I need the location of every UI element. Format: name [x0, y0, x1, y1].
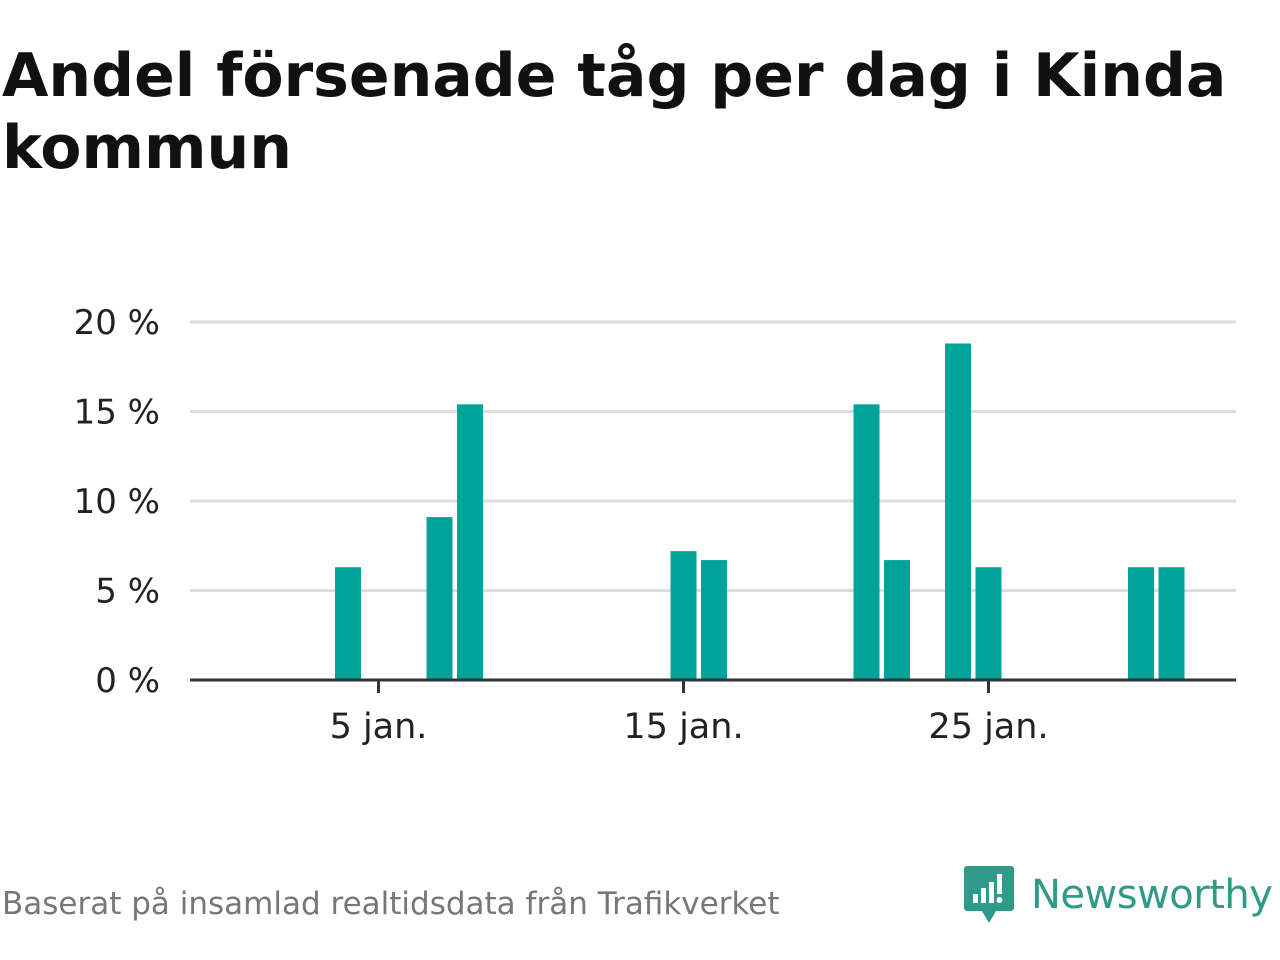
bars: [335, 343, 1185, 680]
bar-day-16: [701, 560, 727, 680]
brand[interactable]: Newsworthy: [963, 864, 1273, 926]
y-tick-label-0: 0 %: [95, 661, 160, 701]
y-tick-label-3: 15 %: [74, 393, 160, 433]
bar-day-25: [975, 567, 1002, 680]
y-tick-label-1: 5 %: [95, 572, 160, 612]
bar-day-8: [457, 404, 483, 680]
bar-day-22: [884, 560, 910, 680]
x-tick-label-2: 25 jan.: [928, 707, 1048, 747]
x-tick-label-0: 5 jan.: [330, 707, 428, 747]
gridlines: [190, 320, 1236, 592]
y-tick-label-2: 10 %: [74, 482, 160, 522]
bar-chart: 0 % 5 % 10 % 15 % 20 % 5 jan. 15 jan. 25 jan.: [74, 303, 1236, 747]
bar-day-15: [670, 551, 697, 680]
bar-day-4: [335, 567, 361, 680]
x-tick-label-1: 15 jan.: [623, 707, 743, 747]
brand-name: Newsworthy: [1031, 872, 1273, 918]
bar-day-21: [853, 404, 880, 680]
source-note: Baserat på insamlad realtidsdata från Tr…: [2, 886, 780, 922]
bar-day-24: [945, 343, 971, 680]
axes: 0 % 5 % 10 % 15 % 20 % 5 jan. 15 jan. 25 jan.: [74, 303, 1236, 747]
bar-day-30: [1128, 567, 1154, 680]
bar-chart-speech-bubble-icon: [964, 866, 1014, 923]
y-tick-label-4: 20 %: [74, 303, 160, 343]
bar-day-31: [1158, 567, 1185, 680]
chart-title: Andel försenade tåg per dag i Kinda komm…: [2, 41, 1227, 183]
bar-day-7: [426, 517, 453, 680]
